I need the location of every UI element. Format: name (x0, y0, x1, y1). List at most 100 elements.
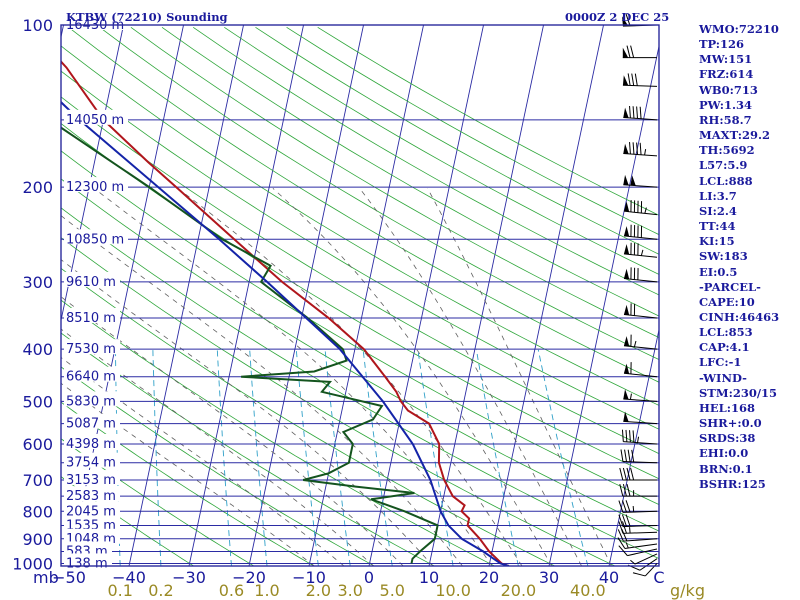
wind-barb-feather (624, 449, 628, 462)
moist-adiabat (177, 187, 523, 566)
index-item: TP:126 (699, 37, 745, 52)
mixing-ratio-line (475, 349, 519, 566)
dry-adiabat (61, 332, 435, 566)
mixing-ratio-line (537, 349, 589, 566)
index-item: LFC:-1 (699, 355, 742, 370)
index-item: KI:15 (699, 234, 735, 249)
moist-adiabat (61, 215, 463, 566)
isotherm-line (188, 25, 304, 566)
wind-barb-feather (632, 106, 635, 119)
wind-barb (630, 553, 658, 565)
wind-barb-flag (622, 75, 629, 86)
index-item: EHI:0.0 (699, 446, 749, 461)
height-label-bg (64, 366, 120, 382)
wind-barb-feather (626, 45, 631, 58)
wind-barb-feather (636, 106, 638, 119)
dry-adiabat (99, 26, 659, 361)
temperature-tick-label: 30 (539, 568, 559, 587)
wind-barb-feather (632, 430, 635, 443)
wind-barb-half-feather (629, 527, 631, 534)
wind-barb-feather (631, 73, 635, 86)
wind-barb-staff (623, 153, 658, 157)
index-item: CINH:46463 (699, 309, 780, 324)
height-label-bg (64, 541, 112, 557)
wind-barb (623, 224, 658, 240)
moist-adiabat (61, 296, 404, 566)
wind-barb-staff (627, 548, 658, 557)
isotherm-line (0, 25, 4, 566)
wind-barb-feather (629, 105, 631, 119)
wind-barb-half-feather (637, 436, 640, 443)
pressure-tick-label: 900 (22, 530, 53, 549)
height-label: 3153 m (66, 473, 116, 488)
moist-adiabat (61, 259, 434, 566)
pressure-tick-label: 300 (22, 273, 53, 292)
wind-barb-staff (623, 277, 658, 283)
height-label-bg (64, 433, 120, 449)
temperature-tick-label: 0 (364, 568, 374, 587)
height-label-bg (64, 553, 112, 569)
wind-barb-flag (623, 336, 630, 347)
dry-adiabat (61, 150, 659, 505)
pressure-tick-label: 700 (22, 471, 53, 490)
dry-adiabat (61, 70, 659, 430)
wind-barb (618, 500, 658, 513)
height-label-bg (64, 515, 120, 531)
wind-barb (618, 521, 658, 534)
mixing-ratio-label: 20.0 (501, 581, 537, 600)
wind-barb-feather (630, 467, 635, 481)
wind-barb-feather (620, 449, 624, 462)
height-label: 138 m (66, 556, 108, 571)
dry-adiabat (61, 476, 194, 566)
wind-barb (619, 484, 657, 497)
mixing-ratio-label: 2.0 (306, 581, 331, 600)
index-item: LCL:853 (699, 325, 753, 340)
height-label-bg (64, 501, 120, 517)
moist-adiabat (61, 356, 345, 566)
wind-barb-feather (619, 484, 624, 497)
wind-barb (622, 45, 657, 59)
wind-barb-half-feather (632, 506, 635, 513)
height-label-bg (64, 229, 128, 245)
wind-barb-feather (622, 514, 627, 527)
wind-barb-feather (625, 514, 631, 527)
index-item: WB0:713 (699, 82, 758, 97)
wind-barb-feather (631, 449, 635, 462)
wind-barb-staff (623, 210, 658, 216)
wind-barb-flag (623, 107, 629, 118)
parcel-line (61, 100, 510, 566)
wind-barb-staff (623, 345, 658, 350)
wind-barb (618, 514, 658, 528)
temperature-tick-label: −50 (52, 568, 86, 587)
wind-barb-half-feather (629, 393, 632, 400)
wind-barb-feather (622, 500, 627, 513)
wind-barb-staff (624, 543, 658, 549)
height-label-bg (64, 339, 120, 355)
mixing-ratio-line (216, 349, 232, 566)
mixing-ratio-unit: g/kg (670, 581, 705, 600)
wind-barb-flag (623, 244, 630, 255)
index-item: BSHR:125 (699, 476, 766, 491)
plot-frame (60, 24, 660, 567)
isotherm-line (428, 25, 544, 566)
wind-barb (623, 105, 658, 121)
dry-adiabat (61, 45, 659, 406)
wind-barbs (617, 13, 658, 577)
dry-adiabat (61, 96, 659, 455)
wind-barb-staff (622, 531, 658, 534)
wind-barb-feather (625, 429, 628, 442)
wind-barb-half-feather (644, 207, 647, 214)
height-label: 8510 m (66, 311, 116, 326)
wind-barb (617, 529, 658, 542)
wind-barb-staff (623, 538, 658, 542)
wind-barb-feather (622, 521, 627, 534)
chart-title: KTBW (72210) Sounding (66, 10, 228, 24)
mixing-ratio-label: 40.0 (570, 581, 606, 600)
height-label-bg (64, 307, 120, 323)
wind-barb-flag (623, 363, 630, 374)
wind-barb-flag (622, 47, 629, 58)
mixing-ratio-line (249, 349, 268, 566)
wind-barb-flag (623, 174, 629, 186)
index-item: EI:0.5 (699, 264, 738, 279)
index-item: -PARCEL- (699, 279, 761, 294)
